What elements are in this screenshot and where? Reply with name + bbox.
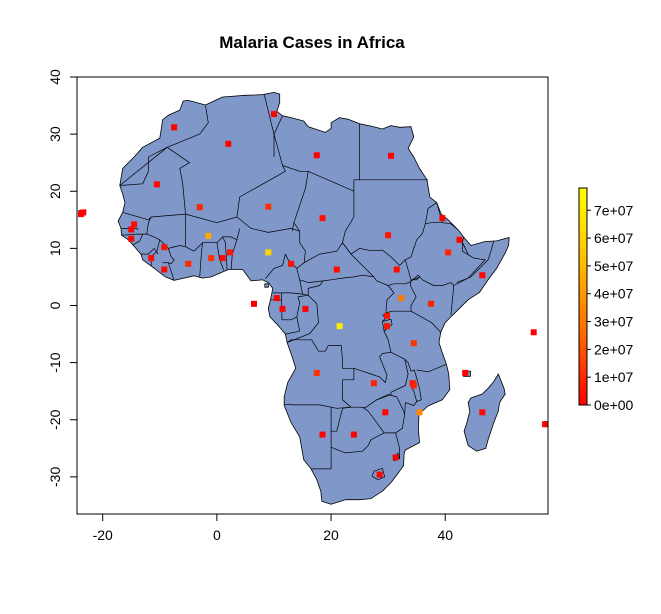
africa-map <box>78 92 548 505</box>
malaria-point-20 <box>161 266 168 273</box>
malaria-point-17 <box>265 249 272 256</box>
legend-label-2: 2e+07 <box>594 341 634 357</box>
malaria-point-26 <box>333 266 340 273</box>
y-tick-label-7: 40 <box>47 69 63 85</box>
malaria-point-47 <box>479 409 486 416</box>
malaria-point-45 <box>382 409 389 416</box>
malaria-point-43 <box>462 369 469 376</box>
malaria-point-33 <box>398 295 405 302</box>
malaria-point-49 <box>319 431 326 438</box>
y-tick-label-4: 10 <box>47 240 63 256</box>
malaria-point-0 <box>171 124 178 131</box>
malaria-point-18 <box>227 249 233 256</box>
y-tick-label-5: 20 <box>47 183 63 199</box>
chart-title: Malaria Cases in Africa <box>219 33 405 52</box>
legend-label-6: 6e+07 <box>594 230 634 246</box>
malaria-point-11 <box>456 236 463 243</box>
malaria-point-7 <box>265 203 272 210</box>
malaria-point-44 <box>530 329 537 336</box>
malaria-point-23 <box>219 255 226 262</box>
malaria-point-32 <box>302 305 309 312</box>
malaria-point-36 <box>384 312 390 319</box>
malaria-point-21 <box>185 260 192 267</box>
malaria-point-34 <box>428 300 434 307</box>
legend-label-0: 0e+00 <box>594 397 634 413</box>
legend-label-4: 4e+07 <box>594 286 634 302</box>
malaria-point-5 <box>153 181 160 188</box>
malaria-points <box>78 111 549 478</box>
malaria-point-15 <box>161 244 168 251</box>
malaria-point-40 <box>370 380 377 387</box>
malaria-point-2 <box>225 140 232 147</box>
y-tick-label-3: 0 <box>47 301 63 309</box>
color-legend: 0e+00 1e+07 2e+07 3e+07 4e+07 5e+07 6e+07 7e+07 <box>578 187 634 413</box>
africa-landmass <box>78 92 548 505</box>
malaria-point-42 <box>410 382 417 389</box>
legend-label-7: 7e+07 <box>594 202 634 218</box>
country-borders <box>119 94 495 481</box>
malaria-point-6 <box>196 204 203 211</box>
malaria-point-4 <box>388 152 394 159</box>
malaria-point-22 <box>208 255 215 262</box>
x-tick-label-1: 0 <box>213 527 221 543</box>
malaria-point-28 <box>479 272 486 279</box>
malaria-point-8 <box>319 215 326 222</box>
malaria-point-12 <box>131 221 138 228</box>
x-axis: -20 0 20 40 <box>93 514 453 543</box>
malaria-point-37 <box>384 323 390 330</box>
malaria-point-24 <box>445 249 452 256</box>
malaria-point-10 <box>439 215 446 222</box>
y-tick-label-6: 30 <box>47 126 63 142</box>
y-tick-label-2: -10 <box>47 352 63 372</box>
malaria-point-30 <box>273 295 280 302</box>
legend-label-5: 5e+07 <box>594 258 634 274</box>
malaria-point-38 <box>410 340 417 347</box>
malaria-point-14 <box>128 235 135 242</box>
legend-label-3: 3e+07 <box>594 314 634 330</box>
x-tick-label-3: 40 <box>437 527 453 543</box>
malaria-point-52 <box>376 471 383 478</box>
malaria-point-3 <box>313 152 320 159</box>
malaria-point-1 <box>271 111 277 118</box>
malaria-point-25 <box>288 260 295 267</box>
malaria-point-35 <box>336 323 343 330</box>
malaria-point-9 <box>385 232 392 239</box>
malaria-point-31 <box>279 305 286 312</box>
y-tick-label-0: -30 <box>47 467 63 487</box>
malaria-point-54 <box>80 209 87 216</box>
y-axis: -30 -20 -10 0 10 20 30 40 <box>47 69 77 487</box>
malaria-point-27 <box>393 266 400 273</box>
malaria-point-51 <box>392 454 399 461</box>
y-tick-label-1: -20 <box>47 409 63 429</box>
malaria-point-29 <box>251 300 257 307</box>
malaria-point-39 <box>313 369 320 376</box>
malaria-point-48 <box>542 421 549 428</box>
x-tick-label-0: -20 <box>93 527 113 543</box>
legend-colorbar <box>578 187 588 406</box>
malaria-point-46 <box>416 409 423 416</box>
malaria-point-13 <box>128 226 135 233</box>
x-tick-label-2: 20 <box>323 527 339 543</box>
legend-label-1: 1e+07 <box>594 369 634 385</box>
malaria-point-16 <box>205 232 212 239</box>
plot-frame <box>76 76 549 515</box>
malaria-point-19 <box>148 255 155 262</box>
malaria-point-50 <box>350 431 357 438</box>
